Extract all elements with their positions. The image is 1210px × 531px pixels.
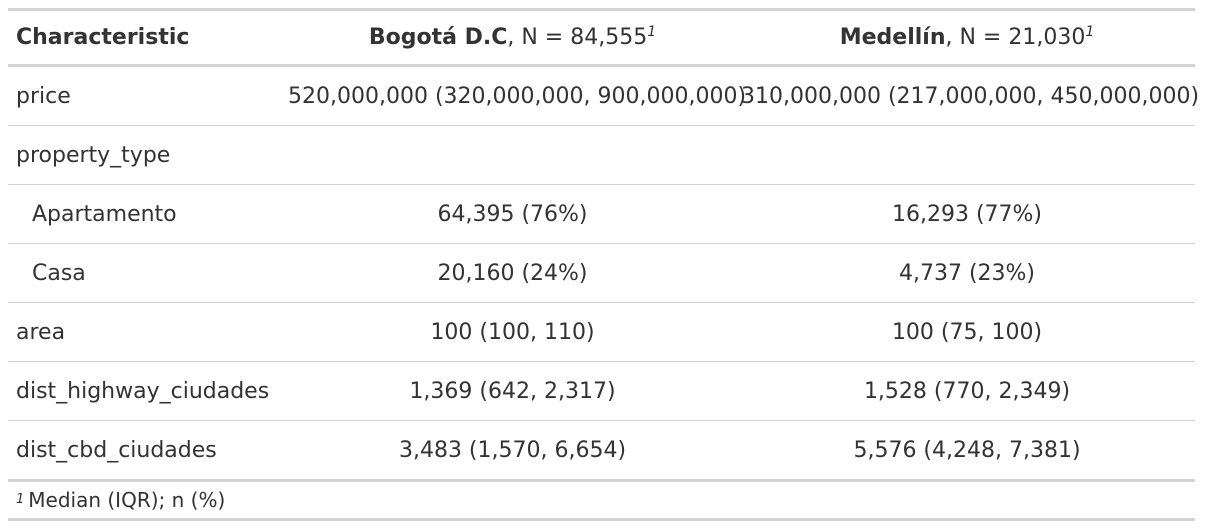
header-bogota-footnote-mark: 1 bbox=[647, 24, 657, 40]
medellin-cell: 4,737 (23%) bbox=[898, 260, 1036, 286]
row-label: dist_highway_ciudades bbox=[16, 378, 270, 404]
medellin-cell: 310,000,000 (217,000,000, 450,000,000) bbox=[741, 83, 1200, 109]
table-row-area: area 100 (100, 110) 100 (75, 100) bbox=[8, 302, 1195, 362]
row-label: Casa bbox=[32, 260, 86, 286]
bogota-cell: 1,369 (642, 2,317) bbox=[409, 378, 616, 404]
table-header: Characteristic Bogotá D.C, N = 84,5551 M… bbox=[8, 9, 1195, 66]
bogota-cell bbox=[286, 126, 739, 185]
row-label: Apartamento bbox=[32, 201, 177, 227]
medellin-cell: 100 (75, 100) bbox=[891, 319, 1043, 345]
bogota-cell: 20,160 (24%) bbox=[437, 260, 588, 286]
header-characteristic-label: Characteristic bbox=[16, 25, 190, 50]
bogota-cell: 3,483 (1,570, 6,654) bbox=[398, 437, 627, 463]
header-row: Characteristic Bogotá D.C, N = 84,5551 M… bbox=[8, 9, 1195, 66]
table-footnote: 1 Median (IQR); n (%) bbox=[8, 482, 1195, 521]
header-bogota-n: , N = 84,555 bbox=[507, 25, 648, 50]
summary-table-container: Characteristic Bogotá D.C, N = 84,5551 M… bbox=[8, 8, 1200, 521]
row-label: dist_cbd_ciudades bbox=[16, 437, 217, 463]
table-row-dist-cbd: dist_cbd_ciudades 3,483 (1,570, 6,654) 5… bbox=[8, 420, 1195, 481]
header-medellin: Medellín, N = 21,0301 bbox=[739, 10, 1195, 66]
header-bogota: Bogotá D.C, N = 84,5551 bbox=[286, 10, 739, 66]
medellin-cell: 1,528 (770, 2,349) bbox=[863, 378, 1071, 404]
bogota-cell: 520,000,000 (320,000,000, 900,000,000) bbox=[288, 83, 747, 109]
table-row-dist-highway: dist_highway_ciudades 1,369 (642, 2,317)… bbox=[8, 361, 1195, 421]
row-label: property_type bbox=[16, 142, 171, 168]
header-characteristic: Characteristic bbox=[8, 10, 286, 66]
medellin-cell: 16,293 (77%) bbox=[891, 201, 1043, 227]
table-row-property-type: property_type bbox=[8, 125, 1195, 185]
table-row-price: price 520,000,000 (320,000,000, 900,000,… bbox=[8, 66, 1200, 126]
bogota-cell: 100 (100, 110) bbox=[430, 319, 595, 345]
row-label: price bbox=[16, 83, 71, 109]
table-row-casa: Casa 20,160 (24%) 4,737 (23%) bbox=[8, 243, 1195, 303]
table-body: price 520,000,000 (320,000,000, 900,000,… bbox=[8, 66, 1200, 481]
medellin-cell: 5,576 (4,248, 7,381) bbox=[853, 437, 1081, 463]
footnote-text: Median (IQR); n (%) bbox=[28, 488, 226, 512]
summary-table: Characteristic Bogotá D.C, N = 84,5551 M… bbox=[8, 8, 1200, 482]
header-medellin-n: , N = 21,030 bbox=[945, 25, 1086, 50]
row-label: area bbox=[16, 319, 66, 345]
medellin-cell bbox=[739, 126, 1195, 185]
header-medellin-name: Medellín bbox=[839, 25, 946, 50]
header-bogota-name: Bogotá D.C bbox=[368, 25, 508, 50]
header-medellin-footnote-mark: 1 bbox=[1085, 24, 1095, 40]
bogota-cell: 64,395 (76%) bbox=[437, 201, 588, 227]
table-row-apartamento: Apartamento 64,395 (76%) 16,293 (77%) bbox=[8, 184, 1195, 244]
